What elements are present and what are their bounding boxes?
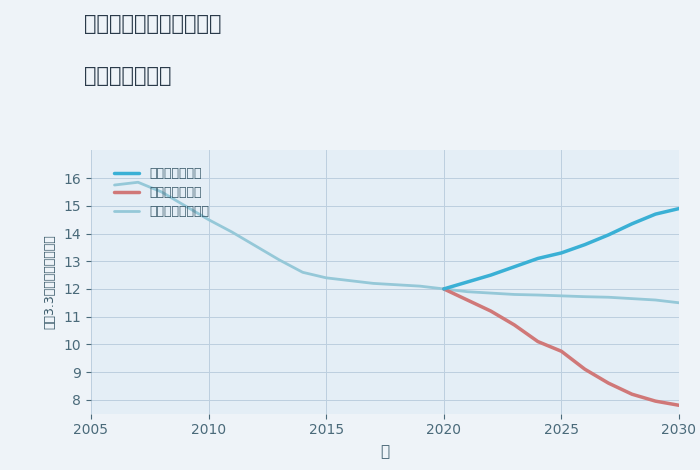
ノーマルシナリオ	[604, 294, 612, 300]
ノーマルシナリオ	[134, 180, 142, 185]
バッドシナリオ	[651, 398, 659, 404]
ノーマルシナリオ	[251, 243, 260, 249]
バッドシナリオ	[533, 339, 542, 345]
ノーマルシナリオ	[486, 290, 495, 296]
ノーマルシナリオ	[204, 217, 213, 222]
ノーマルシナリオ	[393, 282, 401, 288]
グッドシナリオ	[463, 279, 472, 285]
グッドシナリオ	[675, 206, 683, 212]
ノーマルシナリオ	[581, 294, 589, 299]
Legend: グッドシナリオ, バッドシナリオ, ノーマルシナリオ: グッドシナリオ, バッドシナリオ, ノーマルシナリオ	[109, 162, 214, 223]
バッドシナリオ	[581, 367, 589, 372]
グッドシナリオ	[533, 256, 542, 261]
ノーマルシナリオ	[322, 275, 330, 281]
ノーマルシナリオ	[228, 229, 237, 235]
Text: 三重県津市河芸町赤部の: 三重県津市河芸町赤部の	[84, 14, 221, 34]
バッドシナリオ	[675, 402, 683, 408]
グッドシナリオ	[581, 242, 589, 247]
バッドシナリオ	[604, 380, 612, 386]
ノーマルシナリオ	[628, 296, 636, 301]
バッドシナリオ	[510, 322, 519, 328]
バッドシナリオ	[557, 348, 566, 354]
ノーマルシナリオ	[275, 257, 284, 263]
ノーマルシナリオ	[416, 283, 424, 289]
ノーマルシナリオ	[369, 281, 377, 286]
Y-axis label: 坪（3.3㎡）単価（万円）: 坪（3.3㎡）単価（万円）	[43, 235, 57, 329]
グッドシナリオ	[510, 264, 519, 270]
ノーマルシナリオ	[158, 189, 166, 195]
グッドシナリオ	[604, 232, 612, 238]
Text: 土地の価格推移: 土地の価格推移	[84, 66, 172, 86]
バッドシナリオ	[628, 392, 636, 397]
ノーマルシナリオ	[111, 182, 119, 188]
Line: グッドシナリオ: グッドシナリオ	[444, 209, 679, 289]
グッドシナリオ	[557, 250, 566, 256]
ノーマルシナリオ	[510, 292, 519, 298]
X-axis label: 年: 年	[380, 444, 390, 459]
ノーマルシナリオ	[675, 300, 683, 306]
ノーマルシナリオ	[557, 293, 566, 298]
ノーマルシナリオ	[181, 203, 189, 209]
バッドシナリオ	[463, 297, 472, 303]
Line: バッドシナリオ: バッドシナリオ	[444, 289, 679, 405]
グッドシナリオ	[628, 221, 636, 227]
ノーマルシナリオ	[533, 292, 542, 298]
ノーマルシナリオ	[298, 269, 307, 275]
グッドシナリオ	[440, 286, 448, 292]
ノーマルシナリオ	[463, 289, 472, 295]
Line: ノーマルシナリオ: ノーマルシナリオ	[115, 182, 679, 303]
バッドシナリオ	[440, 286, 448, 292]
バッドシナリオ	[486, 308, 495, 314]
ノーマルシナリオ	[440, 286, 448, 292]
グッドシナリオ	[486, 272, 495, 278]
ノーマルシナリオ	[651, 297, 659, 303]
ノーマルシナリオ	[346, 278, 354, 283]
グッドシナリオ	[651, 212, 659, 217]
